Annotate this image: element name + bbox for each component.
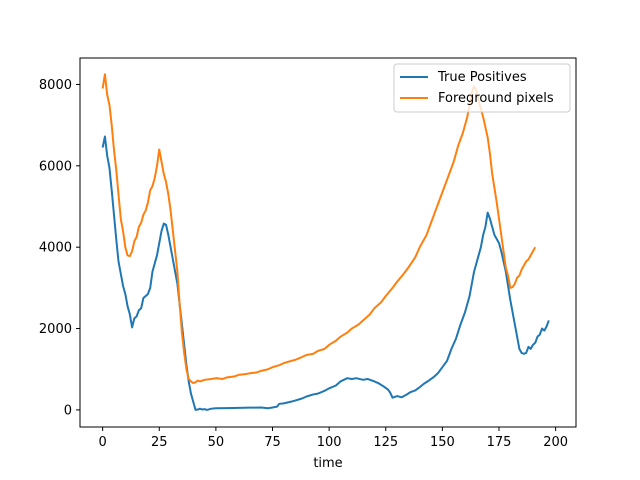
legend-label-true-positives: True Positives	[437, 70, 527, 85]
x-tick-label: 150	[430, 435, 455, 450]
series-line-true-positives	[101, 135, 550, 411]
x-tick-label: 50	[208, 435, 225, 450]
x-tick-label: 200	[543, 435, 568, 450]
y-axis-ticks: 0 2000 4000 6000 8000	[39, 78, 80, 418]
x-axis-label: time	[313, 456, 342, 471]
y-tick-label: 8000	[39, 78, 72, 93]
series-layer	[101, 73, 550, 411]
y-tick-label: 6000	[39, 159, 72, 174]
x-tick-label: 125	[373, 435, 398, 450]
legend-box	[393, 63, 571, 113]
legend-label-foreground-pixels: Foreground pixels	[438, 91, 554, 106]
x-tick-label: 100	[317, 435, 342, 450]
legend: True Positives Foreground pixels	[393, 63, 571, 113]
x-tick-label: 0	[99, 435, 107, 450]
y-tick-label: 2000	[39, 322, 72, 337]
y-tick-label: 0	[64, 403, 72, 418]
x-axis-ticks: 0 25 50 75 100 125 150 175 200	[99, 427, 568, 450]
x-tick-label: 175	[487, 435, 512, 450]
axes-frame	[79, 57, 577, 428]
y-tick-label: 4000	[39, 241, 72, 256]
x-tick-label: 25	[151, 435, 168, 450]
x-tick-label: 75	[264, 435, 281, 450]
